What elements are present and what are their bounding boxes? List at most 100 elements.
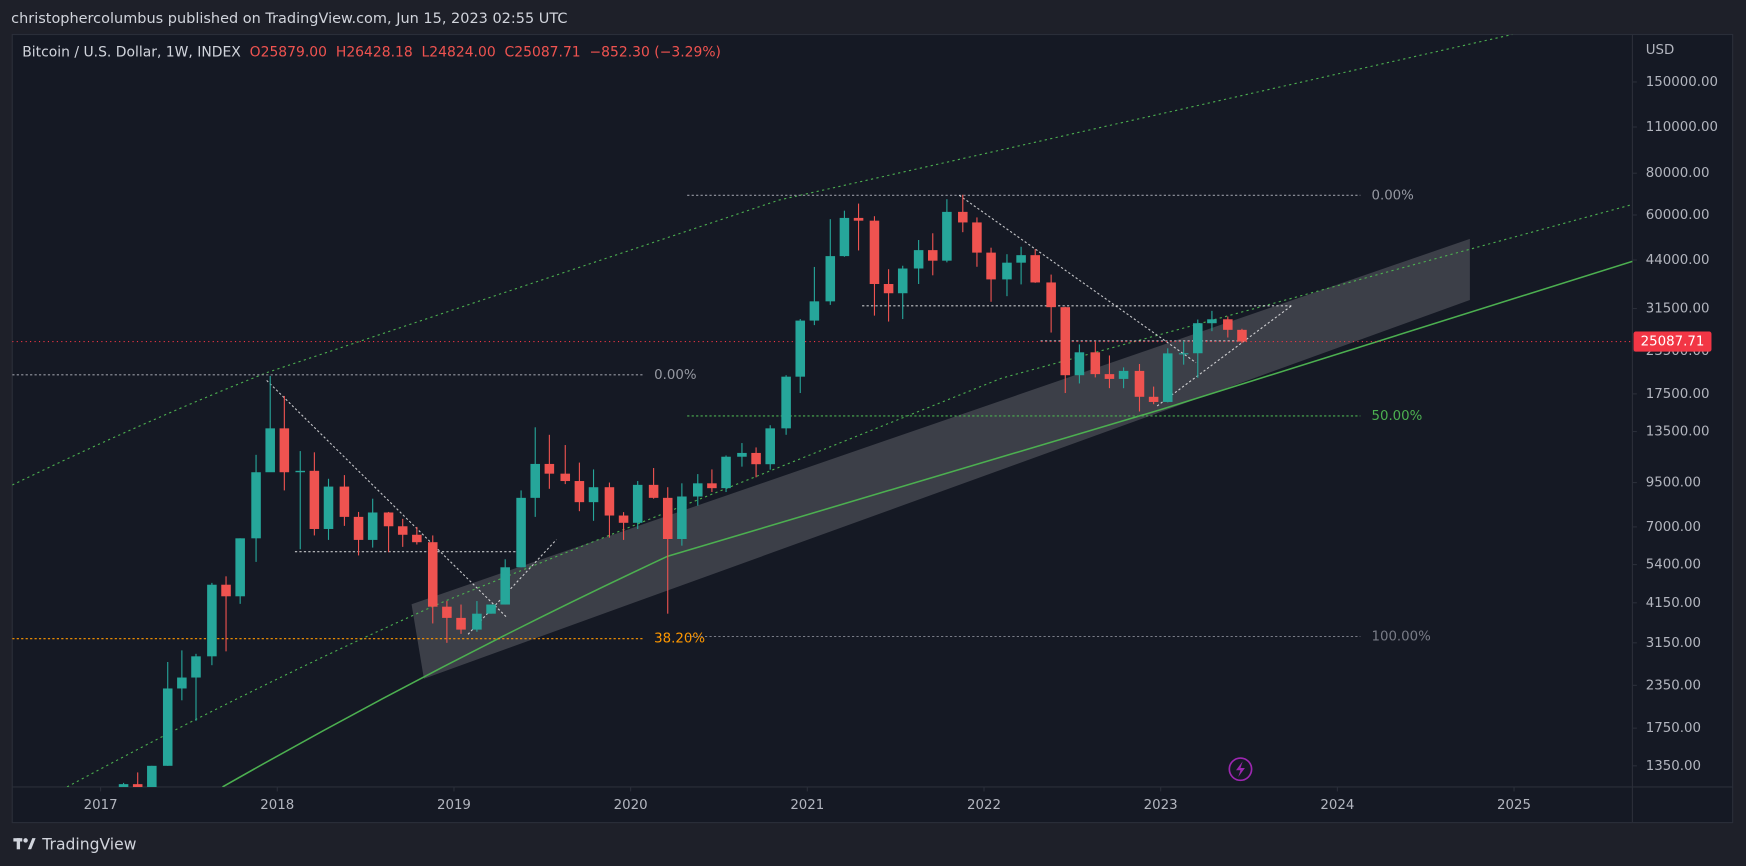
candle-body xyxy=(839,217,850,257)
candle-body xyxy=(1104,374,1115,379)
candle-body xyxy=(662,497,673,539)
trend-curve xyxy=(66,203,1633,787)
candle-body xyxy=(751,452,761,465)
legend: Bitcoin / U.S. Dollar, 1W, INDEX O25879.… xyxy=(22,44,721,60)
candle-body xyxy=(853,217,864,221)
candle-body xyxy=(353,516,364,540)
x-tick-label: 2023 xyxy=(1144,798,1178,813)
candle-body xyxy=(1074,352,1085,376)
brand-logo xyxy=(13,838,36,850)
y-tick-label: 150000.00 xyxy=(1646,75,1718,90)
brand: TradingView xyxy=(41,835,136,853)
candle-body xyxy=(265,428,275,473)
candle-body xyxy=(1148,396,1159,402)
x-tick-label: 2019 xyxy=(437,798,471,813)
candle-body xyxy=(1118,370,1129,379)
candle-body xyxy=(927,250,938,261)
last-price-box xyxy=(1633,331,1712,352)
y-tick-label: 9500.00 xyxy=(1646,476,1701,491)
candle-body xyxy=(560,473,571,482)
candle-body xyxy=(1237,329,1247,342)
candle-body xyxy=(295,470,306,473)
candle-body xyxy=(147,765,157,787)
channel xyxy=(411,238,1470,679)
candle-body xyxy=(162,688,173,766)
y-tick-label: 60000.00 xyxy=(1646,208,1710,223)
trend-line xyxy=(467,539,557,635)
candle-body xyxy=(693,483,703,497)
fib-label: 38.20% xyxy=(654,632,705,647)
candle-body xyxy=(1223,319,1233,330)
candle-body xyxy=(1016,255,1026,263)
y-tick-label: 17500.00 xyxy=(1646,387,1710,402)
legend-high: H26428.18 xyxy=(336,44,413,60)
legend-change: −852.30 (−3.29%) xyxy=(590,44,721,60)
candle-body xyxy=(323,486,334,529)
x-tick-label: 2024 xyxy=(1320,798,1354,813)
y-tick-label: 4150.00 xyxy=(1646,596,1701,611)
x-tick-label: 2022 xyxy=(967,798,1001,813)
fib-label: 50.00% xyxy=(1371,409,1422,424)
candle-body xyxy=(1178,353,1189,355)
candle-body xyxy=(456,617,466,630)
candle-body xyxy=(486,604,496,614)
candle-body xyxy=(574,481,585,503)
candle-body xyxy=(383,512,394,527)
candle-body xyxy=(221,584,231,597)
candle-body xyxy=(721,456,731,489)
candle-body xyxy=(913,250,924,269)
candle-body xyxy=(632,484,643,523)
candle-body xyxy=(1090,352,1101,375)
candle-body xyxy=(516,497,526,568)
y-tick-label: 1350.00 xyxy=(1646,759,1701,774)
last-price-label: 25087.71 xyxy=(1641,335,1705,350)
candle-body xyxy=(869,220,880,284)
candle-body xyxy=(809,301,820,321)
candle-body xyxy=(118,784,129,787)
x-tick-label: 2025 xyxy=(1497,798,1531,813)
candle-body xyxy=(177,677,187,689)
alert-icon[interactable] xyxy=(1228,757,1253,782)
candle-body xyxy=(132,784,143,787)
candle-body xyxy=(795,320,806,377)
y-tick-label: 3150.00 xyxy=(1646,636,1701,651)
legend-open: O25879.00 xyxy=(250,44,327,60)
y-tick-label: 80000.00 xyxy=(1646,166,1710,181)
candle-body xyxy=(897,268,908,294)
candle-body xyxy=(707,483,717,489)
fib-label: 0.00% xyxy=(654,368,696,383)
candle-body xyxy=(677,496,687,539)
candle-body xyxy=(442,606,452,618)
candle-body xyxy=(367,512,378,540)
candle-body xyxy=(309,470,320,529)
candle-body xyxy=(544,463,555,474)
candle-body xyxy=(972,222,982,253)
trend-line xyxy=(266,380,508,618)
candle-body xyxy=(530,463,540,498)
candle-body xyxy=(279,428,290,473)
candle-body xyxy=(1162,353,1173,402)
candle-body xyxy=(472,613,482,630)
y-tick-label: 44000.00 xyxy=(1646,253,1710,268)
legend-symbol: Bitcoin / U.S. Dollar, 1W, INDEX xyxy=(22,44,241,60)
trend-curve xyxy=(222,260,1633,787)
candle-body xyxy=(588,487,599,503)
candle-body xyxy=(942,211,952,261)
candle-body xyxy=(500,567,510,605)
chart-panel xyxy=(11,33,1734,824)
y-tick-label: 13500.00 xyxy=(1646,425,1710,440)
candle-body xyxy=(765,428,775,465)
candle-body xyxy=(397,526,408,535)
x-tick-label: 2020 xyxy=(614,798,648,813)
fib-label: 0.00% xyxy=(1371,188,1413,203)
legend-low: L24824.00 xyxy=(422,44,496,60)
candle-body xyxy=(1193,323,1203,354)
fib-label: 100.00% xyxy=(1371,630,1430,645)
candle-body xyxy=(1134,370,1145,397)
publish-info: christophercolumbus published on Trading… xyxy=(11,11,567,27)
candle-body xyxy=(207,584,217,657)
candle-body xyxy=(604,487,615,516)
candle-body xyxy=(412,534,422,543)
candle-body xyxy=(339,486,350,517)
